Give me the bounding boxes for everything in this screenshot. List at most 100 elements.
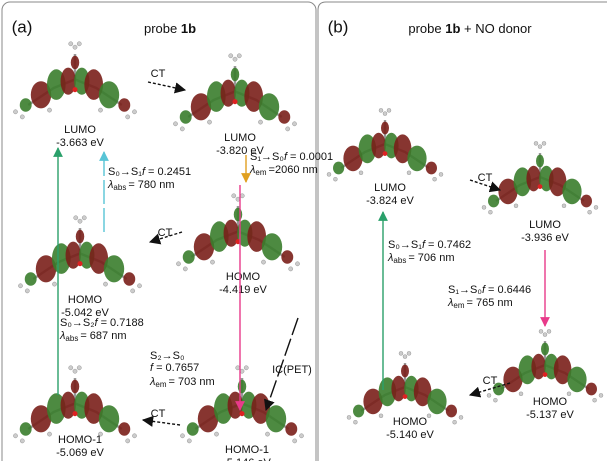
atom bbox=[131, 289, 135, 293]
atom bbox=[543, 372, 548, 377]
orbital-lobe bbox=[99, 81, 119, 108]
atom bbox=[379, 414, 383, 418]
molecule bbox=[482, 141, 598, 214]
atom bbox=[493, 398, 497, 402]
f-value: = 0.0001 bbox=[290, 151, 333, 163]
atom bbox=[207, 120, 211, 124]
orbital-energy: -5.146 eV bbox=[223, 457, 271, 461]
orbital-name: HOMO bbox=[533, 396, 568, 408]
atom bbox=[488, 210, 492, 214]
atom bbox=[353, 420, 357, 424]
orbital-name: LUMO bbox=[529, 219, 561, 231]
atom bbox=[18, 284, 22, 288]
atom bbox=[239, 411, 244, 416]
transition-states: S₀→S₁ bbox=[388, 239, 422, 251]
atom bbox=[519, 392, 523, 396]
orbital-lobe bbox=[278, 110, 290, 124]
atom bbox=[453, 420, 457, 424]
lambda-sub: abs bbox=[65, 334, 78, 343]
atom bbox=[103, 282, 107, 286]
atom bbox=[47, 432, 51, 436]
transition-states: S₁→S₀ bbox=[448, 284, 482, 296]
atom bbox=[229, 54, 233, 58]
ct-arrow bbox=[148, 82, 185, 90]
orbital-energy: -4.419 eV bbox=[219, 284, 267, 296]
atom bbox=[74, 216, 78, 220]
f-value: = 0.7188 bbox=[101, 317, 144, 329]
wavelength-label: λabs= 706 nm bbox=[387, 252, 455, 265]
molecule bbox=[18, 216, 141, 293]
atom bbox=[126, 115, 130, 119]
atom bbox=[244, 366, 248, 370]
orbital-lobe bbox=[231, 68, 240, 82]
orbital-lobe bbox=[427, 389, 446, 415]
orbital-energy: -5.069 eV bbox=[56, 447, 104, 459]
orbital-energy: -3.824 eV bbox=[366, 195, 414, 207]
atom bbox=[593, 398, 597, 402]
atom bbox=[25, 289, 29, 293]
orbital-lobe bbox=[266, 405, 286, 432]
atom bbox=[187, 439, 191, 443]
atom bbox=[599, 393, 603, 397]
atom bbox=[69, 366, 73, 370]
orbital-lobe bbox=[285, 422, 297, 436]
lambda-value: = 765 nm bbox=[467, 297, 513, 309]
orbital-lobe bbox=[180, 110, 192, 124]
atom bbox=[52, 282, 56, 286]
atom bbox=[233, 57, 237, 61]
atom bbox=[482, 205, 486, 209]
f-symbol: f bbox=[422, 239, 426, 251]
orbital-lobe bbox=[234, 208, 243, 222]
atom bbox=[534, 141, 538, 145]
atom bbox=[459, 415, 463, 419]
orbital-lobe bbox=[76, 230, 85, 244]
lambda-value: = 780 nm bbox=[128, 179, 174, 191]
lambda-value: =2060 nm bbox=[269, 164, 318, 176]
orbital-lobe bbox=[281, 250, 293, 264]
f-symbol: f bbox=[142, 166, 146, 178]
atom bbox=[407, 351, 411, 355]
orbital-lobe bbox=[407, 146, 426, 172]
ct-label: CT bbox=[151, 408, 166, 420]
atom bbox=[258, 120, 262, 124]
f-value: = 0.7657 bbox=[156, 362, 199, 374]
atom bbox=[73, 45, 77, 49]
atom bbox=[293, 439, 297, 443]
atom bbox=[47, 108, 51, 112]
transition-label: S₂→S₀ bbox=[150, 350, 185, 362]
f-value: = 0.7462 bbox=[428, 239, 471, 251]
f-symbol: f bbox=[482, 284, 486, 296]
wavelength-label: λem=2060 nm bbox=[249, 164, 318, 177]
atom bbox=[232, 194, 236, 198]
title-bold: 1b bbox=[181, 21, 196, 36]
ct-arrow bbox=[143, 420, 180, 425]
atom bbox=[78, 219, 82, 223]
f-symbol: f bbox=[150, 362, 154, 374]
atom bbox=[82, 216, 86, 220]
orbital-name: HOMO-1 bbox=[225, 444, 269, 456]
atom bbox=[73, 369, 77, 373]
atom bbox=[588, 210, 592, 214]
orbital-lobe bbox=[488, 195, 499, 208]
ct-label: CT bbox=[478, 172, 493, 184]
atom bbox=[383, 112, 387, 116]
orbital-lobe bbox=[71, 380, 80, 394]
orbital-lobe bbox=[71, 56, 80, 70]
atom bbox=[547, 329, 551, 333]
title-suffix: + NO donor bbox=[460, 21, 532, 36]
atom bbox=[98, 108, 102, 112]
atom bbox=[69, 42, 73, 46]
figure: (a)(b)probe 1bprobe 1b + NO donorLUMO-3.… bbox=[0, 0, 607, 461]
atom bbox=[594, 205, 598, 209]
orbital-lobe bbox=[333, 162, 344, 175]
lambda-sub: em bbox=[255, 168, 266, 177]
lambda-value: = 687 nm bbox=[80, 330, 126, 342]
atom bbox=[261, 260, 265, 264]
transition-label: S₀→S₁f= 0.7462 bbox=[388, 239, 471, 251]
atom bbox=[13, 110, 17, 114]
wavelength-label: λabs= 780 nm bbox=[107, 179, 175, 192]
molecule bbox=[176, 194, 299, 271]
orbital-lobe bbox=[381, 122, 389, 135]
transition-label: S₁→S₀f= 0.6446 bbox=[448, 284, 531, 296]
wavelength-label: λem= 765 nm bbox=[447, 297, 513, 310]
